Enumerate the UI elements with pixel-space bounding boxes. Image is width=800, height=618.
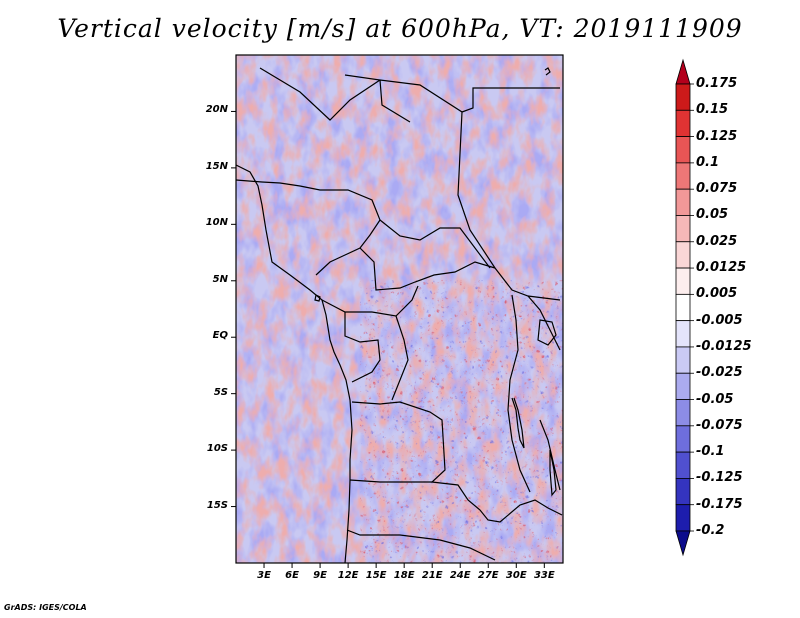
colorbar-segment [675, 399, 691, 427]
border-c [344, 74, 411, 123]
lake-malawi [549, 449, 557, 497]
colorbar-label: -0.0125 [696, 338, 752, 354]
colorbar-segment [675, 83, 691, 111]
colorbar-bottom-arrow [675, 530, 691, 557]
island-bioko [314, 294, 321, 302]
colorbar-top-arrow [675, 58, 691, 85]
lat-label: 5N [212, 273, 228, 285]
lon-label: 33E [533, 570, 555, 581]
lat-label: 20N [205, 104, 228, 116]
lon-label: 30E [505, 570, 527, 581]
border-j [351, 401, 563, 523]
border-f [359, 247, 496, 291]
colorbar-label: 0.005 [696, 286, 738, 302]
colorbar-segment [675, 425, 691, 453]
colorbar-label: 0.125 [696, 128, 738, 144]
colorbar-segment [675, 478, 691, 506]
grads-credit: GrADS: IGES/COLA [4, 603, 87, 612]
colorbar-segment [675, 162, 691, 190]
colorbar-label: 0.025 [696, 233, 738, 249]
coast-east [544, 67, 551, 76]
colorbar-segment [675, 267, 691, 295]
colorbar-label: 0.0125 [696, 260, 747, 276]
lon-label: 18E [393, 570, 415, 581]
border-a [236, 179, 381, 276]
colorbar-segment [675, 109, 691, 137]
lon-label: 6E [285, 570, 299, 581]
colorbar-segment [675, 504, 691, 532]
coastlines-borders [236, 67, 563, 563]
lake-tanganyika [511, 397, 525, 449]
colorbar-label: 0.075 [696, 181, 738, 197]
border-h [344, 312, 381, 383]
colorbar-segment [675, 451, 691, 479]
lon-label: 9E [313, 570, 327, 581]
colorbar [675, 58, 694, 557]
lat-label: 10N [205, 217, 228, 229]
lat-label: 15S [206, 499, 228, 511]
colorbar-label: -0.2 [696, 523, 725, 538]
colorbar-segment [675, 188, 691, 216]
colorbar-segment [675, 215, 691, 243]
colorbar-label: 0.15 [696, 102, 729, 118]
colorbar-label: -0.175 [696, 496, 743, 512]
border-e [379, 219, 491, 269]
colorbar-label: -0.1 [696, 444, 725, 460]
lon-label: 12E [337, 570, 359, 581]
colorbar-segment [675, 293, 691, 322]
lon-label: 27E [477, 570, 499, 581]
border-n [527, 295, 561, 351]
colorbar-label: 0.05 [696, 207, 729, 223]
border-d [461, 87, 560, 113]
lon-label: 24E [449, 570, 471, 581]
colorbar-segment [675, 320, 691, 348]
border-i [391, 315, 409, 401]
colorbar-segment [675, 372, 691, 400]
lon-label: 21E [421, 570, 443, 581]
axis-ticks [231, 110, 545, 568]
colorbar-label: -0.05 [696, 391, 734, 407]
colorbar-label: -0.005 [696, 312, 743, 328]
border-g [321, 285, 419, 317]
colorbar-label: -0.025 [696, 365, 743, 381]
colorbar-segment [675, 241, 691, 269]
colorbar-label: 0.175 [696, 76, 738, 91]
colorbar-label: -0.075 [696, 417, 743, 433]
lat-label: 15N [205, 160, 228, 172]
colorbar-segment [675, 346, 691, 374]
lat-label: 5S [213, 386, 228, 398]
border-m [507, 294, 531, 493]
velocity-field [236, 55, 563, 563]
border-k [349, 479, 432, 483]
lat-label: 10S [206, 443, 228, 455]
map-title: Vertical velocity [m/s] at 600hPa, VT: 2… [57, 14, 743, 43]
colorbar-segment [675, 136, 691, 164]
lon-label: 15E [365, 570, 387, 581]
lon-label: 3E [257, 570, 271, 581]
map-frame [235, 54, 564, 564]
border-l [346, 529, 496, 561]
west-coast [236, 164, 353, 563]
colorbar-label: 0.1 [696, 154, 720, 170]
lake-victoria [537, 319, 557, 346]
lat-label: EQ [212, 330, 228, 342]
colorbar-label: -0.125 [696, 470, 743, 486]
